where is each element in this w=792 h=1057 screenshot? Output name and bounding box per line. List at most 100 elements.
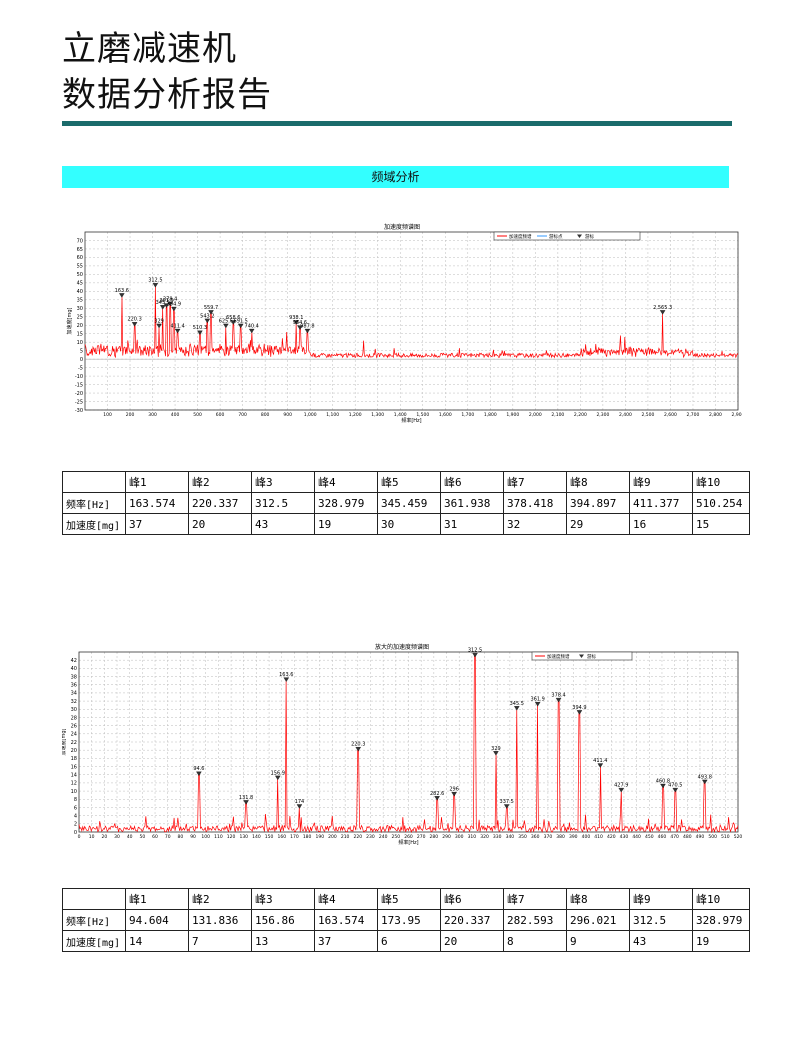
peak-marker bbox=[204, 318, 211, 324]
peak-label: 378.4 bbox=[551, 693, 565, 699]
peak-label: 361.9 bbox=[531, 697, 545, 703]
legend-label: 游标 bbox=[587, 653, 596, 660]
peak-marker bbox=[597, 763, 604, 768]
y-tick-label: 14 bbox=[71, 773, 77, 779]
peak-label: 740.4 bbox=[245, 324, 259, 330]
table-header-cell: 峰9 bbox=[629, 888, 693, 910]
table-cell bbox=[62, 888, 126, 910]
y-tick-label: 22 bbox=[71, 740, 77, 746]
y-tick-label: 20 bbox=[77, 323, 83, 329]
peak-marker bbox=[555, 697, 562, 703]
x-tick-label: 700 bbox=[238, 412, 247, 418]
x-tick-label: 270 bbox=[417, 834, 426, 840]
peak-label: 510.3 bbox=[193, 325, 207, 331]
table-cell: 43 bbox=[629, 930, 693, 952]
table-cell: 312.5 bbox=[251, 492, 315, 514]
peak-label: 220.3 bbox=[351, 742, 365, 748]
y-tick-label: 55 bbox=[77, 264, 83, 270]
y-tick-label: 2 bbox=[74, 822, 77, 828]
table-cell: 163.574 bbox=[125, 492, 189, 514]
table-header-cell: 峰7 bbox=[503, 888, 567, 910]
row-label: 加速度[mg] bbox=[62, 930, 126, 952]
peak-marker bbox=[618, 787, 625, 793]
x-tick-label: 420 bbox=[607, 834, 616, 840]
y-tick-label: 8 bbox=[74, 797, 77, 803]
peak-label: 163.6 bbox=[115, 288, 129, 294]
table-row: 加速度[mg] 37 20 43 19 30 31 32 29 16 15 bbox=[62, 513, 750, 535]
x-tick-label: 340 bbox=[506, 834, 515, 840]
y-tick-label: -30 bbox=[75, 408, 83, 414]
y-tick-label: 30 bbox=[77, 306, 83, 312]
table-cell: 156.86 bbox=[251, 909, 315, 931]
x-tick-label: 400 bbox=[171, 412, 180, 418]
y-tick-label: 0 bbox=[74, 830, 77, 836]
x-tick-label: 1,800 bbox=[484, 412, 497, 418]
table-cell: 43 bbox=[251, 513, 315, 535]
x-tick-label: 2,700 bbox=[687, 412, 700, 418]
table-row: 频率[Hz] 163.574 220.337 312.5 328.979 345… bbox=[62, 492, 750, 514]
table-header-cell: 峰2 bbox=[188, 888, 252, 910]
x-tick-label: 1,100 bbox=[326, 412, 339, 418]
x-tick-label: 220 bbox=[354, 834, 363, 840]
table-header-cell: 峰5 bbox=[377, 471, 441, 493]
title-divider bbox=[62, 121, 732, 126]
y-tick-label: 35 bbox=[77, 298, 83, 304]
table-cell: 411.377 bbox=[629, 492, 693, 514]
peak-label: 337.5 bbox=[500, 799, 514, 805]
peak-marker bbox=[156, 323, 162, 329]
table-cell: 220.337 bbox=[440, 909, 504, 931]
peak-label: 329 bbox=[491, 746, 501, 752]
legend-marker-icon bbox=[577, 234, 582, 238]
peak-label: 312.5 bbox=[468, 648, 482, 654]
zoomed-spectrum-chart: 放大的加速度频谱图 0 2 4 6 8 10 12 14 16 18 20 22 24 26 28 30 32 34… bbox=[62, 640, 742, 852]
table-row: 频率[Hz] 94.604 131.836 156.86 163.574 173… bbox=[62, 909, 750, 931]
x-tick-label: 310 bbox=[468, 834, 477, 840]
table-header-cell: 峰3 bbox=[251, 471, 315, 493]
table-cell: 14 bbox=[125, 930, 189, 952]
table-cell: 32 bbox=[503, 513, 567, 535]
peak-marker bbox=[197, 330, 203, 335]
table-header-cell: 峰7 bbox=[503, 471, 567, 493]
y-tick-label: 42 bbox=[71, 658, 77, 664]
x-tick-label: 900 bbox=[283, 412, 292, 418]
peak-label: 296 bbox=[449, 787, 459, 793]
table-header-row: 峰1 峰2 峰3 峰4 峰5 峰6 峰7 峰8 峰9 峰10 bbox=[62, 471, 750, 493]
peak-marker bbox=[514, 706, 520, 711]
table-cell: 296.021 bbox=[566, 909, 630, 931]
y-axis-label: 加速度[mg] bbox=[66, 307, 73, 334]
y-tick-label: -20 bbox=[75, 391, 83, 397]
x-axis-label: 频率[Hz] bbox=[401, 417, 421, 424]
peak-label: 493.8 bbox=[698, 774, 712, 780]
table-header-cell: 峰6 bbox=[440, 888, 504, 910]
chart-title: 加速度频谱图 bbox=[384, 223, 420, 231]
y-tick-label: -5 bbox=[78, 365, 83, 371]
y-tick-label: 40 bbox=[71, 666, 77, 672]
table-header-cell: 峰10 bbox=[692, 471, 750, 493]
x-tick-label: 1,300 bbox=[371, 412, 384, 418]
table-cell: 220.337 bbox=[188, 492, 252, 514]
legend-label: 游标点 bbox=[549, 233, 563, 240]
plot-frame bbox=[78, 651, 739, 833]
y-tick-label: -10 bbox=[75, 374, 83, 380]
peak-marker bbox=[304, 328, 311, 334]
y-tick-label: 24 bbox=[71, 732, 77, 738]
x-tick-label: 410 bbox=[594, 834, 603, 840]
x-tick-label: 290 bbox=[442, 834, 451, 840]
peak-marker bbox=[451, 792, 457, 797]
x-tick-label: 210 bbox=[341, 834, 350, 840]
peak-marker bbox=[223, 323, 229, 329]
peak-marker bbox=[434, 796, 440, 801]
table-cell: 30 bbox=[377, 513, 441, 535]
x-tick-label: 2,100 bbox=[551, 412, 564, 418]
peak-marker bbox=[230, 320, 237, 325]
peak-label: 378.4 bbox=[163, 296, 177, 302]
y-tick-label: 28 bbox=[71, 715, 77, 721]
peak-marker bbox=[534, 702, 541, 707]
x-tick-label: 330 bbox=[493, 834, 502, 840]
x-tick-label: 380 bbox=[556, 834, 565, 840]
peak-label: 156.9 bbox=[271, 770, 285, 776]
table-cell: 37 bbox=[314, 930, 378, 952]
x-tick-label: 90 bbox=[190, 834, 196, 840]
x-tick-label: 40 bbox=[127, 834, 133, 840]
table-header-cell: 峰9 bbox=[629, 471, 693, 493]
